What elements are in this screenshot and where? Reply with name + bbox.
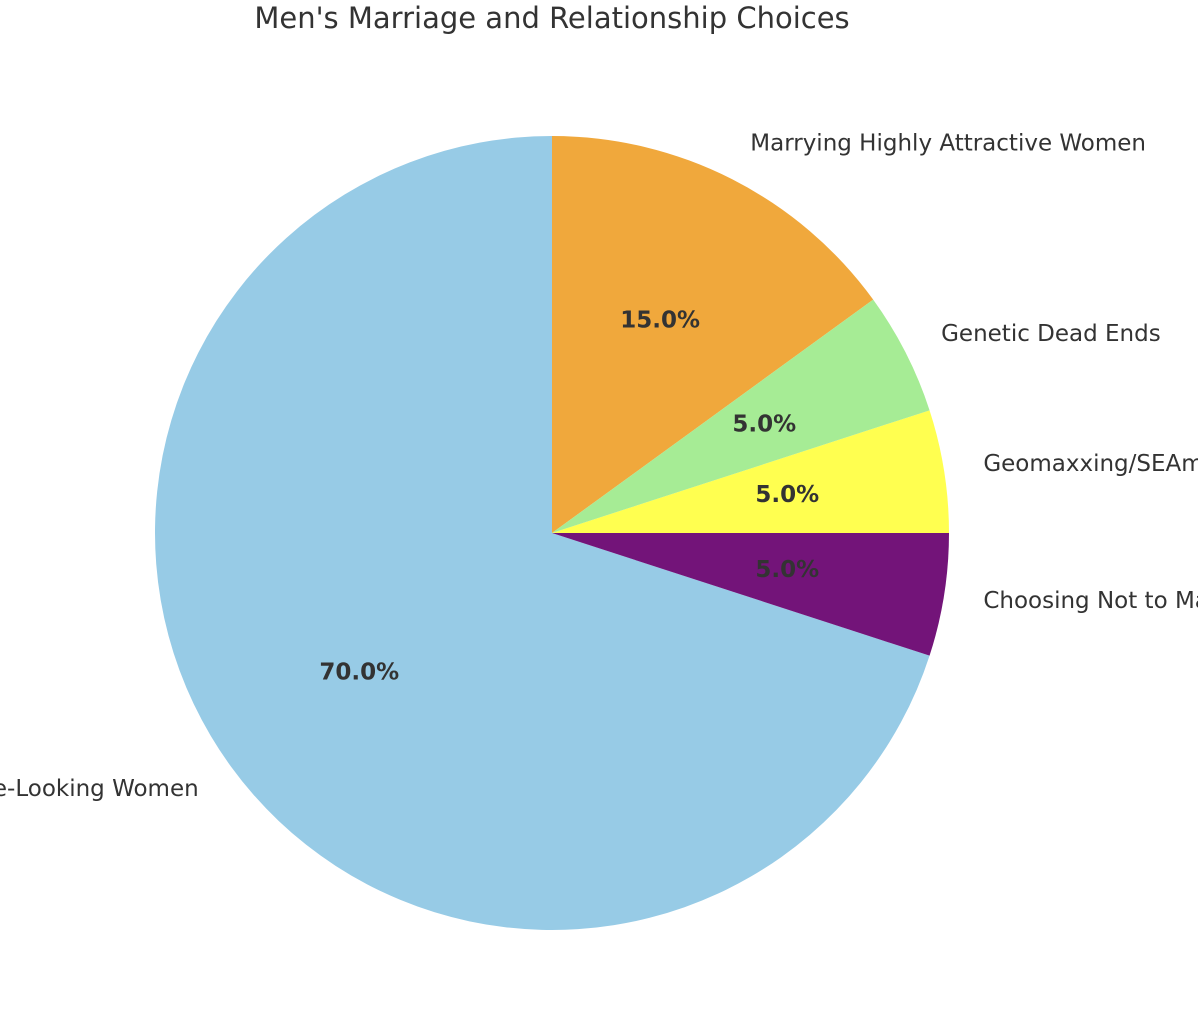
slice-label-marrying-highly-attractive-women: Marrying Highly Attractive Women xyxy=(750,130,1146,156)
pie-slice-geomaxxing-seamaxxing xyxy=(552,410,949,533)
pct-label-choosing-not-to-marry: 5.0% xyxy=(755,557,819,583)
pct-label-geomaxxing-seamaxxing: 5.0% xyxy=(755,482,819,508)
percentage-labels: 15.0% 70.0% 5.0% 5.0% 5.0% xyxy=(319,307,819,685)
pie-slice-choosing-not-to-marry xyxy=(552,533,949,656)
slice-label-genetic-dead-ends: Genetic Dead Ends xyxy=(941,321,1161,347)
pct-label-marrying-average-looking-women: 70.0% xyxy=(319,660,399,686)
pie-slice-genetic-dead-ends xyxy=(552,299,930,533)
slice-labels: Marrying Highly Attractive Women Marrying… xyxy=(0,130,1198,802)
slice-label-choosing-not-to-marry: Choosing Not to Marry xyxy=(983,588,1198,614)
slice-label-geomaxxing-seamaxxing: Geomaxxing/SEAmaxxing xyxy=(983,451,1198,477)
chart-title: Men's Marriage and Relationship Choices xyxy=(254,1,849,35)
slice-label-marrying-average-looking-women: Marrying Average-Looking Women xyxy=(0,776,199,802)
pie-slice-marrying-average-looking-women xyxy=(155,136,930,930)
pct-label-marrying-highly-attractive-women: 15.0% xyxy=(620,307,700,333)
pie-slice-marrying-highly-attractive-women xyxy=(552,136,874,533)
pie-slices xyxy=(155,136,949,930)
pct-label-genetic-dead-ends: 5.0% xyxy=(732,411,796,437)
